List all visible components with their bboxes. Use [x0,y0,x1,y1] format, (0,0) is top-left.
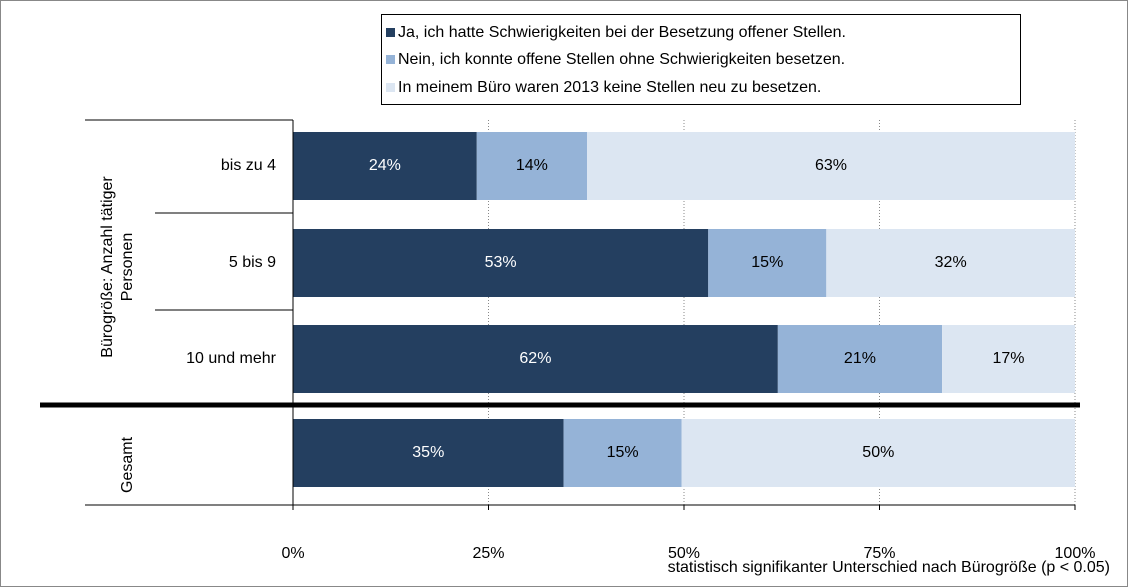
legend-swatch [386,28,395,37]
y-tick-label: 10 und mehr [186,350,277,367]
bar-segment [681,419,1075,487]
group-label: Bürogröße: Anzahl tätiger Personen [99,176,136,358]
x-tick-label: 50% [668,545,700,562]
data-label: 15% [607,444,639,461]
x-tick-label: 25% [472,545,504,562]
bar-segment [563,419,682,487]
data-label: 24% [369,157,401,174]
bar-segment [293,229,709,297]
legend-label: In meinem Büro waren 2013 keine Stellen … [398,79,821,96]
data-label: 17% [993,350,1025,367]
x-tick-label: 0% [281,545,304,562]
data-label: 15% [751,254,783,271]
data-label: 21% [844,350,876,367]
legend-swatch [386,83,395,92]
bar-segment [826,229,1075,297]
data-label: 63% [815,157,847,174]
bar-segment [293,325,778,393]
bar-segment [708,229,827,297]
data-label: 14% [516,157,548,174]
bar-segment [587,132,1075,200]
legend-label: Ja, ich hatte Schwierigkeiten bei der Be… [398,24,846,41]
data-label: 50% [862,444,894,461]
bar-segment [777,325,943,393]
bar-segment [293,132,477,200]
bar-segment [293,419,564,487]
data-label: 53% [485,254,517,271]
legend-swatch [386,55,395,64]
group-label-line: Bürogröße: Anzahl tätiger [99,176,116,358]
data-label: 35% [412,444,444,461]
bar-segment [476,132,588,200]
footnote: statistisch signifikanter Unterschied na… [668,559,1110,576]
y-tick-label: 5 bis 9 [229,254,276,271]
x-tick-label: 75% [863,545,895,562]
data-label: 32% [935,254,967,271]
group-label-line: Personen [119,233,136,302]
group-label-line: Gesamt [119,436,136,493]
legend-box [381,14,1021,105]
group-label: Gesamt [119,436,136,493]
legend-label: Nein, ich konnte offene Stellen ohne Sch… [398,51,845,68]
x-tick-label: 100% [1055,545,1096,562]
data-label: 62% [519,350,551,367]
bar-segment [942,325,1075,393]
y-tick-label: bis zu 4 [221,157,276,174]
